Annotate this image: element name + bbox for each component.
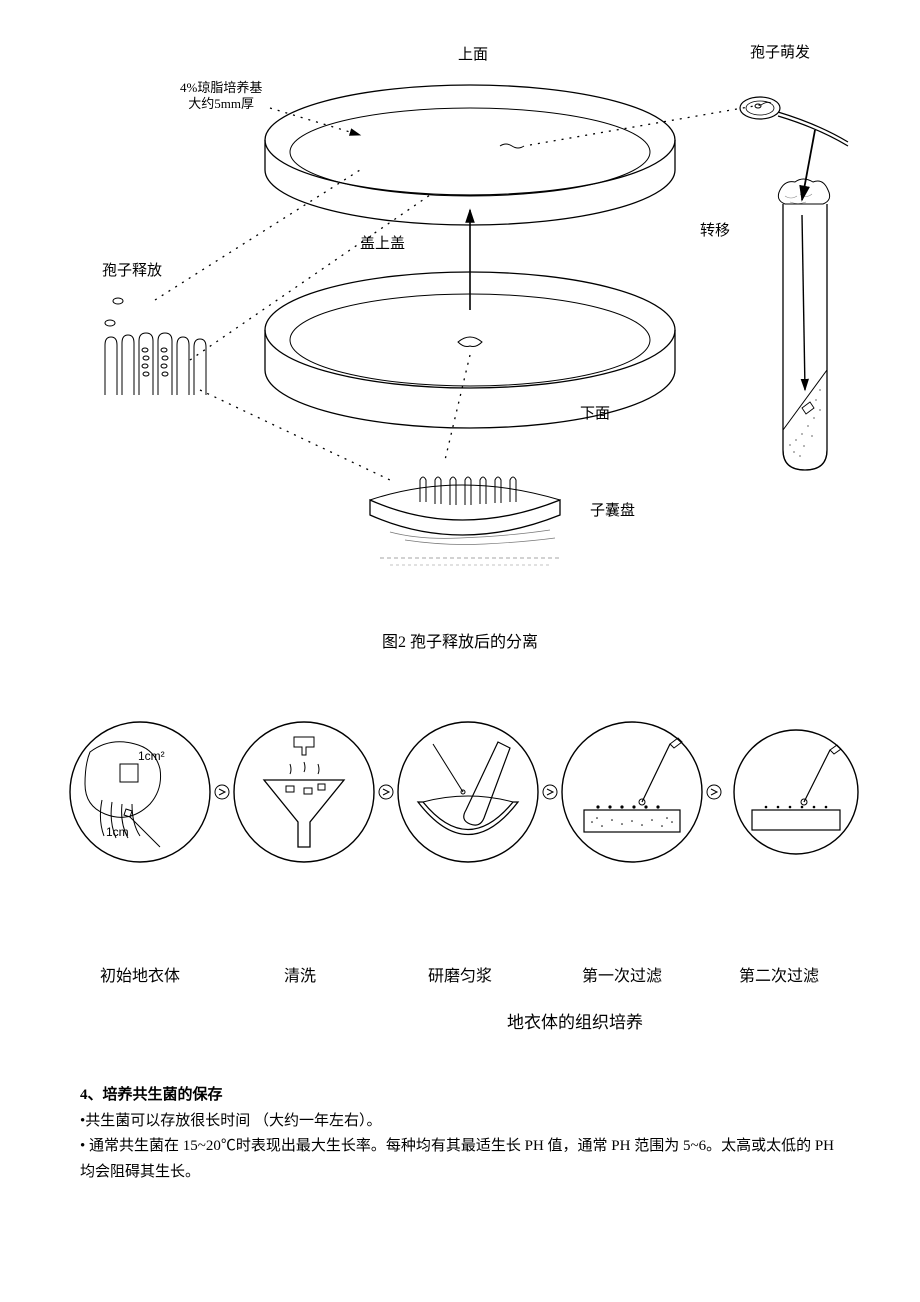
label-spore-germ: 孢子萌发 — [750, 44, 810, 62]
step-label-4: 第一次过滤 — [540, 962, 704, 986]
label-apothecium: 子囊盘 — [590, 502, 635, 520]
figure-tissue-culture: 1cm² 1cm — [60, 692, 860, 952]
label-agar-1: 4%琼脂培养基 — [180, 80, 262, 95]
step-label-5: 第二次过滤 — [704, 962, 854, 986]
figure2-caption: 地衣体的组织培养 — [290, 1008, 860, 1033]
label-transfer: 转移 — [700, 222, 730, 240]
label-spore-release: 孢子释放 — [102, 262, 162, 280]
figure-spore-isolation: 上面 孢子萌发 4%琼脂培养基 大约5mm厚 盖上盖 转移 孢子释放 下面 子囊… — [60, 40, 860, 620]
label-cover-lid: 盖上盖 — [360, 235, 405, 253]
bullet-1: •共生菌可以存放很长时间 （大约一年左右）。 — [80, 1109, 840, 1135]
section-heading: 4、培养共生菌的保存 — [80, 1083, 840, 1109]
body-text: 4、培养共生菌的保存 •共生菌可以存放很长时间 （大约一年左右）。 • 通常共生… — [80, 1083, 840, 1185]
figure1-caption: 图2 孢子释放后的分离 — [60, 628, 860, 652]
step-label-2: 清洗 — [220, 962, 380, 986]
figure1-svg — [60, 40, 860, 620]
step-label-1: 初始地衣体 — [60, 962, 220, 986]
svg-text:1cm²: 1cm² — [138, 749, 165, 763]
label-top: 上面 — [458, 46, 488, 64]
figure2-svg: 1cm² 1cm — [60, 692, 860, 922]
label-bottom: 下面 — [580, 405, 610, 423]
step-label-3: 研磨匀浆 — [380, 962, 540, 986]
label-agar-2: 大约5mm厚 — [188, 96, 254, 111]
figure2-step-labels: 初始地衣体清洗研磨匀浆第一次过滤第二次过滤 — [60, 962, 860, 986]
bullet-2: • 通常共生菌在 15~20℃时表现出最大生长率。每种均有其最适生长 PH 值，… — [80, 1134, 840, 1185]
